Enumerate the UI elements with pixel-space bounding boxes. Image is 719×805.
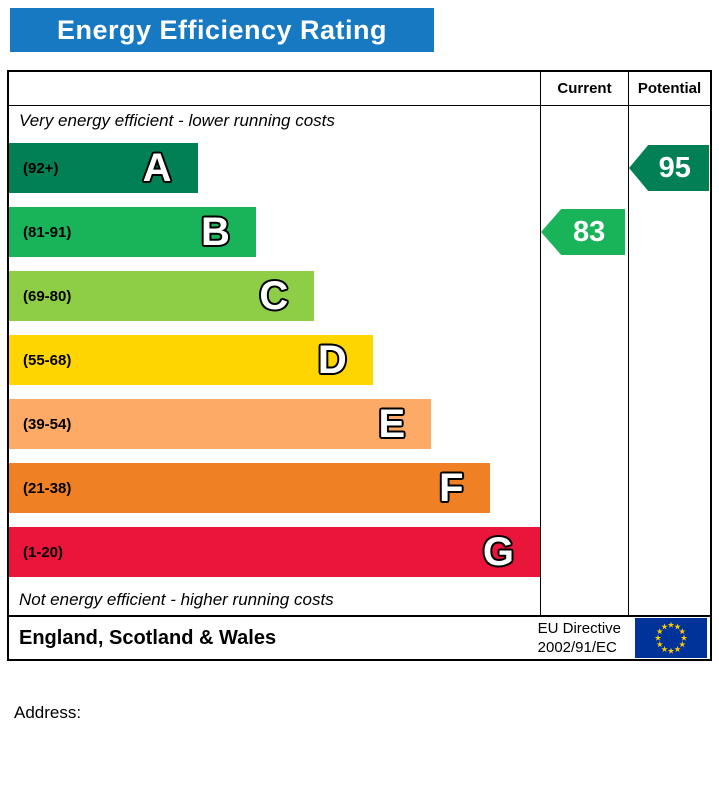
band-bar-A: (92+) A [9, 143, 198, 193]
band-range-label: (21-38) [23, 479, 72, 497]
band-letter: C [259, 274, 289, 318]
band-range-label: (92+) [23, 159, 59, 177]
band-letter: D [317, 338, 347, 382]
eu-flag-icon [635, 618, 707, 658]
current-column [540, 106, 628, 615]
column-header-current: Current [540, 72, 628, 106]
potential-rating-arrow: 95 [629, 145, 709, 191]
band-range-label: (55-68) [23, 351, 72, 369]
band-bar-D: (55-68) D [9, 335, 373, 385]
note-bottom: Not energy efficient - higher running co… [19, 589, 334, 609]
band-range-label: (1-20) [23, 543, 64, 561]
page-title: Energy Efficiency Rating [56, 14, 388, 45]
band-bar-B: (81-91) B [9, 207, 256, 257]
chart-grid: Current Potential Very energy efficient … [9, 72, 710, 615]
chart-footer: England, Scotland & Wales EU Directive 2… [9, 615, 710, 659]
band-row-G: (1-20) G [9, 520, 540, 584]
band-letter: E [378, 402, 406, 446]
region-label: England, Scotland & Wales [19, 626, 277, 649]
chart-header-corner [9, 72, 540, 106]
current-rating-value: 83 [573, 215, 606, 248]
band-bar-F: (21-38) F [9, 463, 490, 513]
band-row-A: (92+) A [9, 136, 540, 200]
band-row-C: (69-80) C [9, 264, 540, 328]
potential-column [628, 106, 710, 615]
band-bar-E: (39-54) E [9, 399, 432, 449]
band-letter: G [482, 530, 514, 574]
current-rating-arrow: 83 [541, 209, 625, 255]
band-row-B: (81-91) B [9, 200, 540, 264]
band-row-D: (55-68) D [9, 328, 540, 392]
eu-directive-line2: 2002/91/EC [537, 639, 617, 656]
band-bar-G: (1-20) G [9, 527, 540, 577]
band-row-F: (21-38) F [9, 456, 540, 520]
band-letter: A [142, 146, 172, 190]
band-bar-C: (69-80) C [9, 271, 315, 321]
column-header-potential: Potential [628, 72, 710, 106]
energy-efficiency-chart: Current Potential Very energy efficient … [7, 70, 712, 661]
note-top: Very energy efficient - lower running co… [19, 111, 335, 130]
address-label: Address: [14, 703, 82, 722]
title-banner: Energy Efficiency Rating [10, 8, 434, 52]
band-range-label: (39-54) [23, 415, 72, 433]
band-range-label: (81-91) [23, 223, 72, 241]
band-range-label: (69-80) [23, 287, 72, 305]
eu-directive-line1: EU Directive [537, 619, 621, 637]
potential-rating-value: 95 [658, 151, 691, 184]
eu-directive-label: EU Directive 2002/91/EC [538, 619, 621, 658]
band-letter: B [201, 210, 230, 254]
band-row-E: (39-54) E [9, 392, 540, 456]
band-letter: F [439, 466, 464, 510]
